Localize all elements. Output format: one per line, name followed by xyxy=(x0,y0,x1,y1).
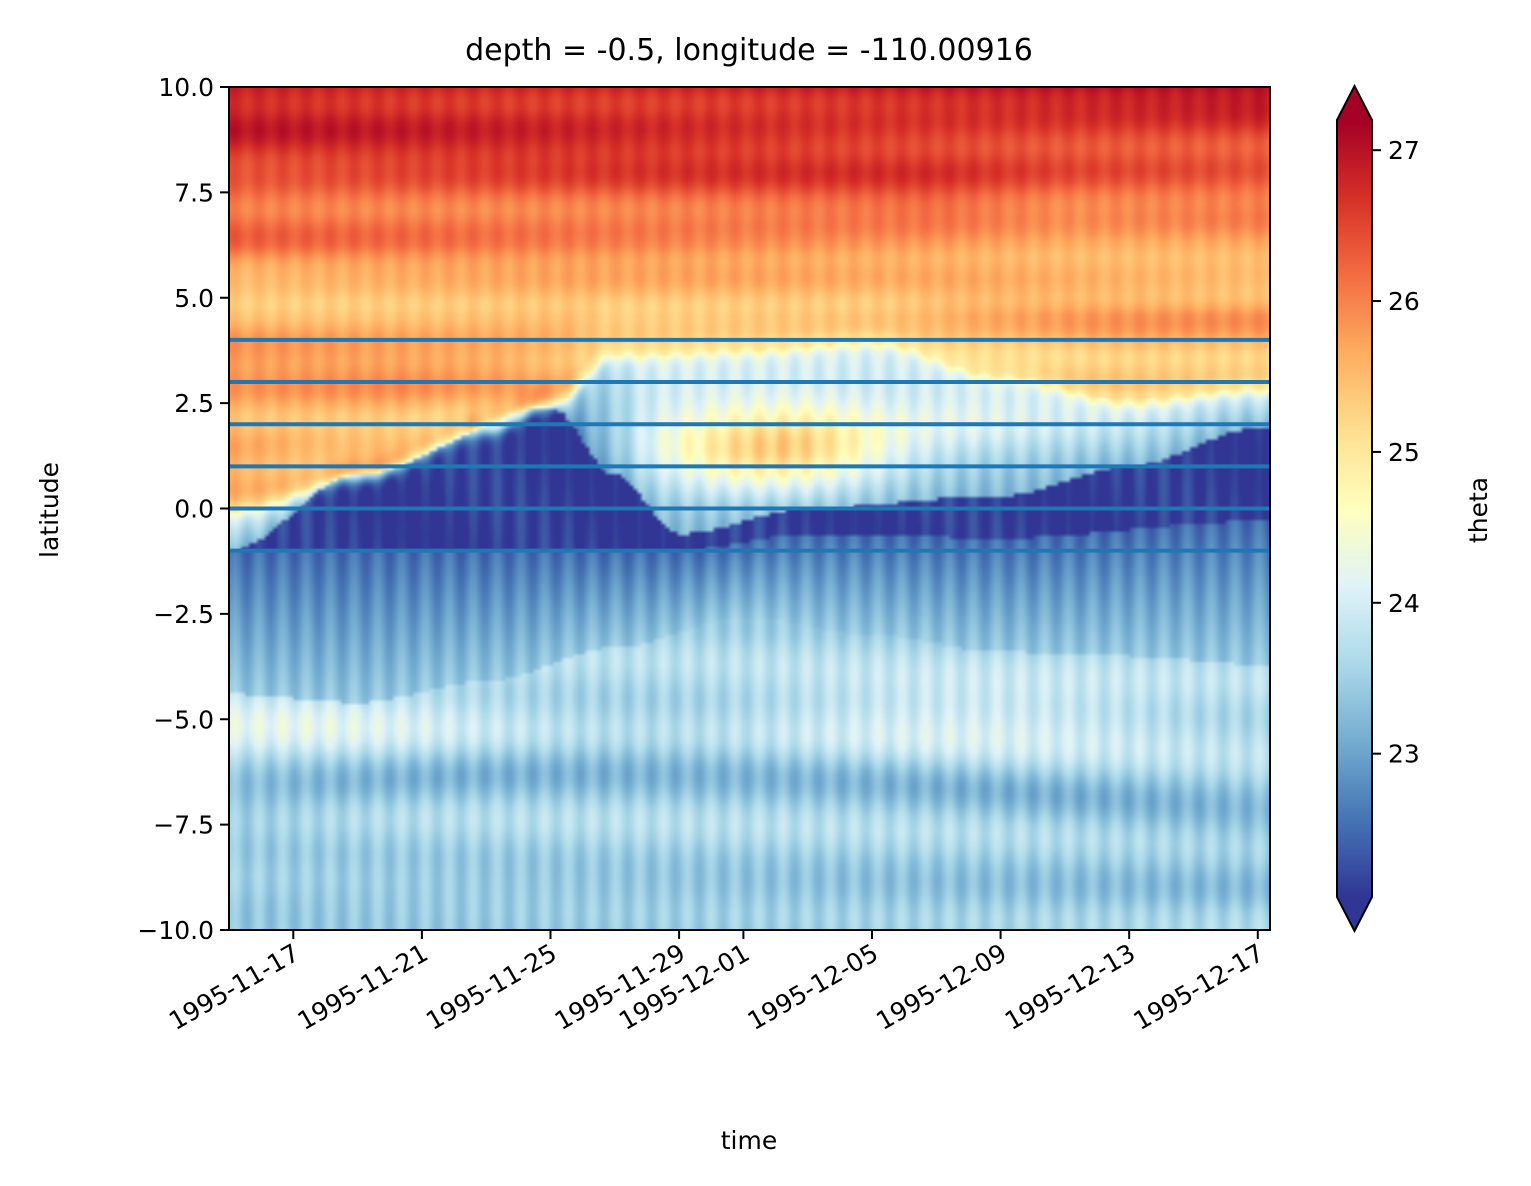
y-axis-label: latitude xyxy=(35,462,64,558)
colorbar-tick-label: 24 xyxy=(1388,589,1420,618)
y-tick-label: −5.0 xyxy=(153,705,214,734)
colorbar-tick-label: 23 xyxy=(1388,740,1420,769)
colorbar-outline xyxy=(1336,83,1373,934)
chart-title: depth = -0.5, longitude = -110.00916 xyxy=(465,33,1033,68)
x-tick-label: 1995-11-17 xyxy=(164,938,304,1036)
colorbar: 23 24 25 26 27 theta xyxy=(1336,83,1493,934)
colorbar-tick-label: 25 xyxy=(1388,438,1420,467)
y-tick-label: 2.5 xyxy=(174,389,214,418)
colorbar-label: theta xyxy=(1464,477,1493,543)
colorbar-tick-label: 26 xyxy=(1388,287,1420,316)
y-tick-label: 7.5 xyxy=(174,178,214,207)
colorbar-gradient xyxy=(1337,120,1372,897)
x-axis-label: time xyxy=(721,1126,777,1155)
y-tick-label: 10.0 xyxy=(158,73,214,102)
x-tick-label: 1995-12-09 xyxy=(871,938,1011,1036)
latitude-lines xyxy=(229,337,1270,553)
colorbar-extend-top xyxy=(1337,86,1372,120)
y-tick-label: 0.0 xyxy=(174,495,214,524)
x-tick-label: 1995-11-21 xyxy=(293,938,433,1036)
y-tick-label: 5.0 xyxy=(174,284,214,313)
plot-area xyxy=(229,87,1270,930)
colorbar-tick-label: 27 xyxy=(1388,136,1420,165)
x-tick-label: 1995-11-25 xyxy=(421,938,561,1036)
colorbar-extend-bottom xyxy=(1337,897,1372,931)
x-axis: 1995-11-171995-11-211995-11-251995-11-29… xyxy=(164,930,1269,1036)
y-axis: 10.0 7.5 5.0 2.5 0.0 −2.5 −5.0 −7.5 −10.0 xyxy=(137,73,229,945)
colorbar-ticks: 23 24 25 26 27 xyxy=(1372,136,1420,769)
y-tick-label: −10.0 xyxy=(137,916,214,945)
x-tick-label: 1995-12-17 xyxy=(1128,938,1268,1036)
y-tick-label: −2.5 xyxy=(153,600,214,629)
x-tick-label: 1995-12-13 xyxy=(1000,938,1140,1036)
x-tick-label: 1995-12-05 xyxy=(743,938,883,1036)
y-tick-label: −7.5 xyxy=(153,811,214,840)
